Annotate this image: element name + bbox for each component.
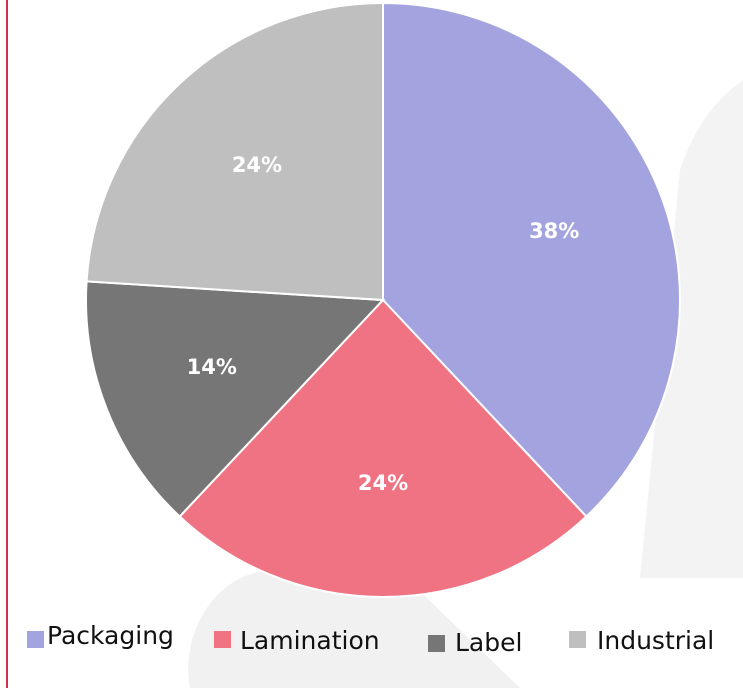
- legend-swatch-label: [428, 635, 445, 652]
- legend-label-packaging: Packaging: [47, 621, 174, 650]
- pie-slice-packaging: [382, 1, 681, 518]
- chart-legend: Packaging Lamination Label Industrial: [0, 620, 743, 688]
- legend-swatch-industrial: [569, 631, 586, 648]
- pie-chart: 38% 24% 14% 24%: [85, 1, 681, 598]
- pie-slice-label: [85, 280, 386, 518]
- data-label-packaging: 38%: [529, 219, 579, 243]
- data-label-lamination: 24%: [358, 471, 408, 495]
- legend-label-industrial: Industrial: [597, 626, 715, 655]
- legend-label-label: Label: [455, 628, 523, 657]
- pie-slice-lamination: [178, 298, 588, 598]
- legend-swatch-lamination: [214, 631, 231, 648]
- data-label-industrial: 24%: [232, 153, 282, 177]
- pie-slice-industrial: [85, 1, 384, 302]
- legend-label-lamination: Lamination: [240, 626, 380, 655]
- legend-swatch-packaging: [27, 631, 44, 648]
- pie-slices: [85, 1, 681, 598]
- pie-data-labels: 38% 24% 14% 24%: [187, 153, 580, 495]
- data-label-label: 14%: [187, 355, 237, 379]
- left-border-line: [6, 0, 8, 688]
